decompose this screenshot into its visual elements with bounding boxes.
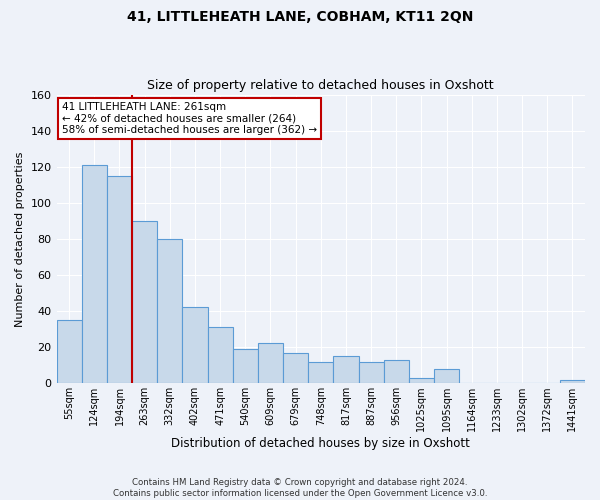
Bar xyxy=(434,368,459,383)
Bar xyxy=(258,344,283,383)
Bar xyxy=(208,327,233,383)
Bar xyxy=(82,165,107,383)
X-axis label: Distribution of detached houses by size in Oxshott: Distribution of detached houses by size … xyxy=(172,437,470,450)
Bar xyxy=(560,380,585,383)
Bar xyxy=(157,239,182,383)
Bar xyxy=(283,352,308,383)
Y-axis label: Number of detached properties: Number of detached properties xyxy=(15,151,25,326)
Bar xyxy=(107,176,132,383)
Bar xyxy=(409,378,434,383)
Bar xyxy=(182,308,208,383)
Bar xyxy=(383,360,409,383)
Title: Size of property relative to detached houses in Oxshott: Size of property relative to detached ho… xyxy=(148,79,494,92)
Bar xyxy=(308,362,334,383)
Bar xyxy=(233,349,258,383)
Bar xyxy=(334,356,359,383)
Bar xyxy=(132,221,157,383)
Text: 41, LITTLEHEATH LANE, COBHAM, KT11 2QN: 41, LITTLEHEATH LANE, COBHAM, KT11 2QN xyxy=(127,10,473,24)
Text: Contains HM Land Registry data © Crown copyright and database right 2024.
Contai: Contains HM Land Registry data © Crown c… xyxy=(113,478,487,498)
Bar xyxy=(56,320,82,383)
Text: 41 LITTLEHEATH LANE: 261sqm
← 42% of detached houses are smaller (264)
58% of se: 41 LITTLEHEATH LANE: 261sqm ← 42% of det… xyxy=(62,102,317,135)
Bar xyxy=(359,362,383,383)
